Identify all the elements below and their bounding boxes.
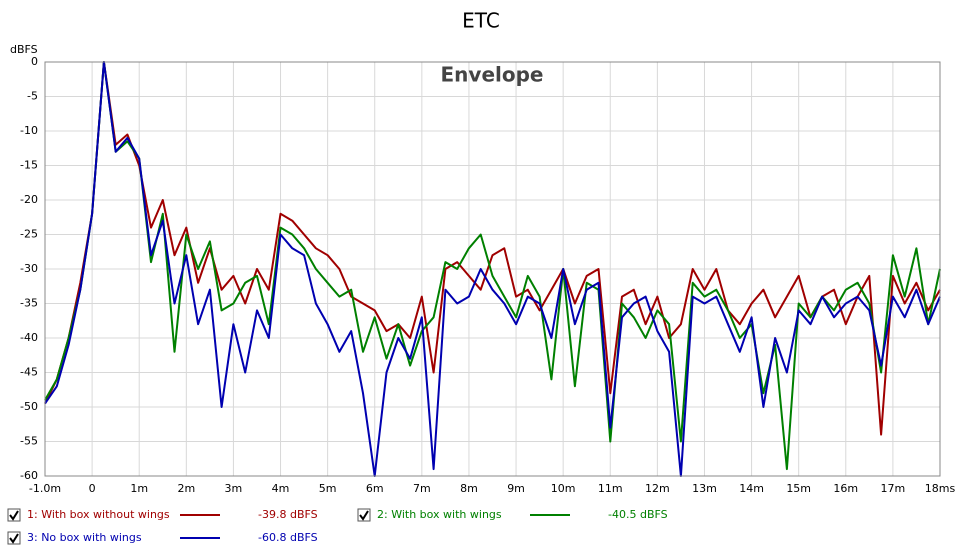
x-tick-label: 14m [739,482,764,495]
series-line [44,61,941,436]
legend-label: 3: No box with wings [27,531,142,544]
x-tick-label: 7m [413,482,431,495]
plot-frame [44,61,941,477]
x-tick-label: 9m [507,482,525,495]
y-tick-label: -10 [20,124,38,137]
x-tick-label: 5m [319,482,337,495]
legend: 1: With box without wings -39.8 dBFS 2: Wi… [7,508,668,545]
y-tick-label: -35 [20,297,38,310]
x-tick-label: 2m [177,482,195,495]
legend-checkmark[interactable] [359,510,369,521]
y-tick-label: -15 [20,159,38,172]
x-tick-label: 12m [645,482,670,495]
x-tick-label: 10m [551,482,576,495]
x-tick-label: 11m [598,482,623,495]
x-tick-label: 6m [366,482,384,495]
x-tick-label: 0 [89,482,96,495]
x-tick-label: 1m [130,482,148,495]
series-line [44,61,941,471]
x-tick-label: 3m [225,482,243,495]
x-tick-label: 17m [881,482,906,495]
x-tick-label: 15m [786,482,811,495]
y-tick-label: -50 [20,400,38,413]
y-tick-label: 0 [31,55,38,68]
legend-checkmark[interactable] [9,510,19,521]
x-tick-label: 4m [272,482,290,495]
y-tick-label: -40 [20,331,38,344]
y-tick-label: -20 [20,193,38,206]
x-tick-label: -1.0m [29,482,61,495]
y-axis-label: dBFS [10,43,38,56]
legend-checkmark[interactable] [9,533,19,544]
legend-label: 2: With box with wings [377,508,502,521]
legend-label: 1: With box without wings [27,508,170,521]
legend-value: -60.8 dBFS [258,531,318,544]
y-tick-label: -60 [20,469,38,482]
y-tick-label: -55 [20,435,38,448]
y-tick-label: -45 [20,366,38,379]
legend-value: -39.8 dBFS [258,508,318,521]
x-tick-label: 8m [460,482,478,495]
annotation: Envelope [441,63,544,87]
x-tick-label: 13m [692,482,717,495]
y-tick-label: -25 [20,228,38,241]
series-line [44,61,941,477]
lines [44,61,941,477]
chart-title: ETC [462,9,500,33]
y-tick-label: -5 [27,90,38,103]
x-tick-label: 18ms [925,482,956,495]
legend-value: -40.5 dBFS [608,508,668,521]
y-tick-label: -30 [20,262,38,275]
x-tick-label: 16m [833,482,858,495]
